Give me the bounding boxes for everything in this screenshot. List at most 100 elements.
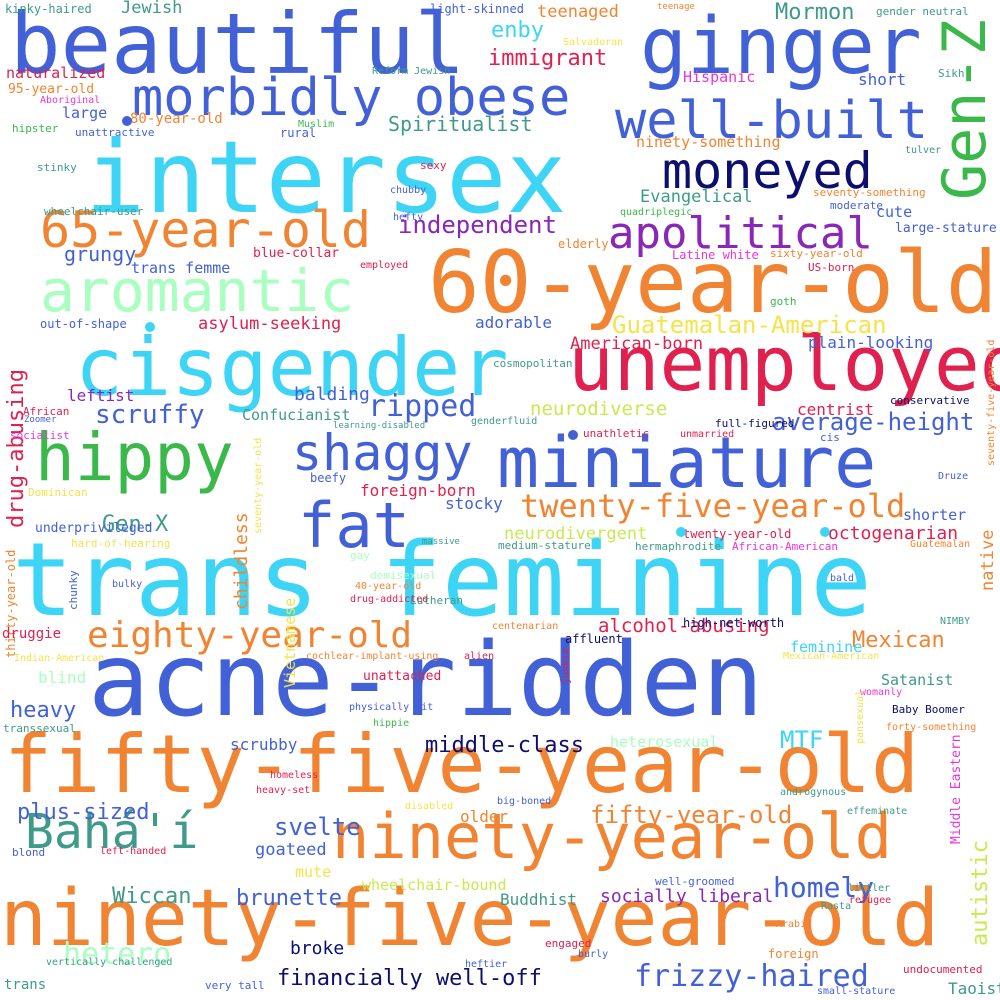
word-apolitical: apolitical xyxy=(608,208,873,259)
word-plus-sized: plus-sized xyxy=(17,800,150,825)
word-stocky: stocky xyxy=(445,494,503,513)
bullet-dot-icon xyxy=(122,116,132,126)
word-alien: alien xyxy=(464,651,495,662)
word-shorter: shorter xyxy=(903,506,967,524)
word-wiccan: Wiccan xyxy=(112,884,192,909)
word-dominican: Dominican xyxy=(28,486,88,499)
word-effeminate: effeminate xyxy=(847,806,908,817)
word-african: African xyxy=(23,405,70,418)
word-goth: goth xyxy=(770,295,797,308)
word-lutheran: Lutheran xyxy=(410,594,463,607)
word-broke: broke xyxy=(290,938,345,959)
word-ripped: ripped xyxy=(368,389,477,424)
word-jewish: Jewish xyxy=(121,0,183,18)
word-twenty-five-year-old: twenty-five-year-old xyxy=(520,487,906,525)
word-ninety-year-old: ninety-year-old xyxy=(332,800,892,873)
word-foreign-born: foreign-born xyxy=(360,481,476,500)
word-indian-american: Indian-American xyxy=(14,653,105,664)
word-intersex: intersex xyxy=(85,119,567,236)
word-average-height: average-height xyxy=(772,408,975,436)
word-left-handed: left-handed xyxy=(100,846,167,857)
word-adorable: adorable xyxy=(475,313,553,332)
word-salvadoran: Salvadoran xyxy=(563,37,624,48)
word-goateed: goateed xyxy=(255,840,327,860)
word-moneyed: moneyed xyxy=(662,142,873,200)
word-small-stature: small-stature xyxy=(817,986,896,997)
word-65-year-old: 65-year-old xyxy=(40,201,372,259)
word-chubby: chubby xyxy=(390,185,427,196)
word-hispanic: Hispanic xyxy=(683,68,756,86)
word-centenarian: centenarian xyxy=(492,621,559,632)
word-sexy: sexy xyxy=(420,159,447,172)
word-heavy: heavy xyxy=(10,698,77,723)
word-arabic: Arabic xyxy=(776,919,813,930)
word-evangelical: Evangelical xyxy=(640,187,753,207)
word-vertically-challenged: vertically challenged xyxy=(46,957,173,968)
word-morbidly-obese: morbidly obese xyxy=(132,68,571,128)
word-40-year-old: 40-year-old xyxy=(355,581,422,592)
word-asylum-seeking: asylum-seeking xyxy=(198,314,342,334)
word-trans-feminine: trans feminine xyxy=(12,521,872,640)
word-trans: trans xyxy=(4,977,47,993)
word-drug-addicted: drug-addicted xyxy=(350,594,429,605)
word-drug-abusing: drug-abusing xyxy=(4,369,29,529)
word-large-stature: large-stature xyxy=(895,221,997,236)
word-unattractive: unattractive xyxy=(75,126,155,139)
word-burly: burly xyxy=(578,949,609,960)
bullet-dot-icon xyxy=(676,527,686,537)
word-teenaged: teenaged xyxy=(537,2,619,22)
word-grungy: grungy xyxy=(64,242,137,266)
word-heterosexual: heterosexual xyxy=(610,733,719,751)
word-twenty-year-old: twenty-year-old xyxy=(683,527,792,541)
word-androgynous: androgynous xyxy=(780,787,847,798)
word-fifty-year-old: fifty-year-old xyxy=(590,801,793,829)
word-buddhist: Buddhist xyxy=(500,890,578,909)
word-autistic: autistic xyxy=(968,839,993,946)
word-centrist: centrist xyxy=(797,400,875,419)
word-womanly: womanly xyxy=(860,687,903,698)
word-gen-x: Gen-X xyxy=(102,512,169,537)
word-guatemalan: Guatemalan xyxy=(910,539,971,550)
word-out-of-shape: out-of-shape xyxy=(40,317,127,331)
word-sixty-year-old: sixty-year-old xyxy=(770,247,863,260)
word-naturalized: naturalized xyxy=(6,64,106,82)
word-eighty-year-old: eighty-year-old xyxy=(87,615,413,656)
word-mexican-american: Mexican-American xyxy=(783,651,880,662)
word-foreign: foreign xyxy=(768,947,819,961)
bullet-dot-icon xyxy=(145,322,155,332)
word-bulky: bulky xyxy=(112,579,143,590)
word-elderly: elderly xyxy=(558,237,609,251)
word-mormon: Mormon xyxy=(775,0,855,25)
word-fifty-five-year-old: fifty-five-year-old xyxy=(4,718,920,811)
word-alcohol-abusing: alcohol-abusing xyxy=(598,615,770,637)
word-financially-well-off: financially well-off xyxy=(277,966,542,991)
word-independent: independent xyxy=(398,211,557,239)
word-undocumented: undocumented xyxy=(903,963,983,976)
word-underprivileged: underprivileged xyxy=(35,521,153,536)
word-hard-of-hearing: hard-of-hearing xyxy=(71,537,171,550)
word-ninety-five-year-old: ninety-five-year-old xyxy=(0,874,940,964)
word-forty-something: forty-something xyxy=(886,722,977,733)
word-immigrant: immigrant xyxy=(488,46,608,71)
word-employed: employed xyxy=(360,260,409,271)
word-american-born: American-born xyxy=(570,334,704,354)
word-big-boned: big-boned xyxy=(497,796,552,807)
word-confucianist: Confucianist xyxy=(242,406,351,424)
word-very-tall: very tall xyxy=(205,979,265,992)
word-hippie: hippie xyxy=(373,718,410,729)
word-vietnamese: Vietnamese xyxy=(281,597,299,688)
word-cochlear-implant-using: cochlear-implant-using xyxy=(306,651,439,662)
word-tulver: tulver xyxy=(905,145,942,156)
word-hippy: hippy xyxy=(35,419,234,496)
word-childless: childless xyxy=(231,512,252,611)
word-large: large xyxy=(62,104,108,122)
word-pansexual: pansexual xyxy=(855,689,866,744)
word-ginger: ginger xyxy=(640,2,922,92)
word-cis: cis xyxy=(820,431,840,444)
word-druggie: druggie xyxy=(2,626,62,642)
word-beautiful: beautiful xyxy=(10,0,466,93)
word-fat: fat xyxy=(298,489,410,562)
word-homeless: homeless xyxy=(270,770,319,781)
word-unathletic: unathletic xyxy=(583,427,650,440)
word-blind: blind xyxy=(38,668,87,687)
